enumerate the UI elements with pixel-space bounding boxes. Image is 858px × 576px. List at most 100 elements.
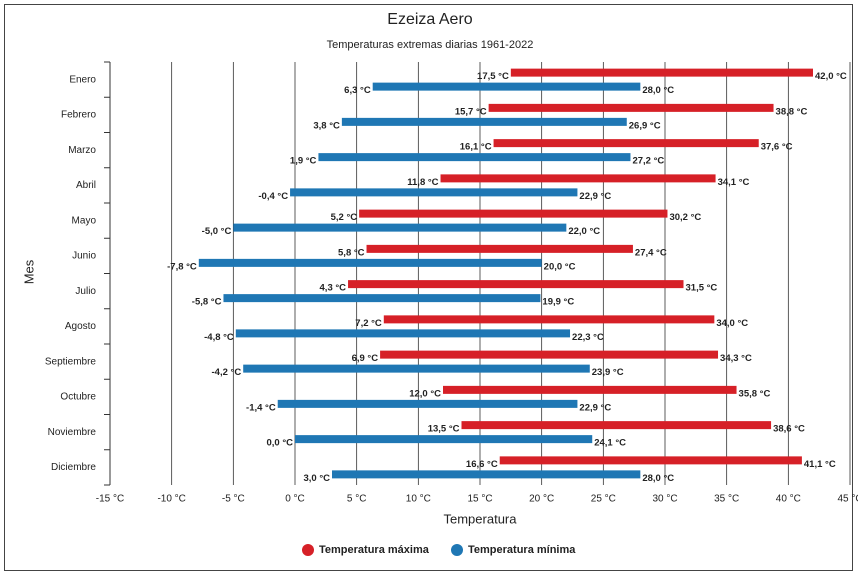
value-label: 3,8 °C bbox=[313, 120, 340, 131]
bar bbox=[443, 385, 737, 394]
value-label: 6,3 °C bbox=[344, 85, 371, 96]
value-label: 34,0 °C bbox=[716, 318, 748, 329]
value-label: -4,2 °C bbox=[212, 367, 242, 378]
y-tick-label: Enero bbox=[69, 74, 96, 85]
legend-marker bbox=[451, 544, 463, 556]
value-label: -5,8 °C bbox=[192, 297, 222, 308]
bar bbox=[243, 364, 590, 373]
y-tick-label: Octubre bbox=[60, 392, 96, 403]
bar bbox=[493, 139, 759, 148]
value-label: 12,0 °C bbox=[409, 388, 441, 399]
y-axis-label: Mes bbox=[21, 259, 36, 284]
value-label: 3,0 °C bbox=[303, 473, 330, 484]
x-tick-label: -5 °C bbox=[222, 494, 245, 505]
value-label: 27,4 °C bbox=[635, 247, 667, 258]
value-label: 5,8 °C bbox=[338, 247, 365, 258]
x-tick-label: 20 °C bbox=[529, 494, 554, 505]
bar bbox=[359, 209, 668, 218]
value-label: 30,2 °C bbox=[669, 212, 701, 223]
value-label: 0,0 °C bbox=[266, 438, 293, 449]
bar bbox=[295, 435, 593, 444]
value-label: -5,0 °C bbox=[202, 226, 232, 237]
y-tick-label: Junio bbox=[72, 251, 96, 262]
value-label: -7,8 °C bbox=[167, 261, 197, 272]
value-label: 23,9 °C bbox=[592, 367, 624, 378]
bar bbox=[332, 470, 641, 479]
bar bbox=[488, 103, 774, 112]
value-label: 26,9 °C bbox=[629, 120, 661, 131]
bar bbox=[366, 244, 633, 253]
chart-title: Ezeiza Aero bbox=[387, 11, 472, 28]
value-label: 34,3 °C bbox=[720, 353, 752, 364]
value-label: -4,8 °C bbox=[204, 332, 234, 343]
bar bbox=[440, 174, 716, 183]
bar bbox=[499, 456, 802, 465]
value-label: 38,6 °C bbox=[773, 424, 805, 435]
value-label: 28,0 °C bbox=[642, 85, 674, 96]
legend-label: Temperatura mínima bbox=[468, 544, 576, 556]
bar bbox=[380, 350, 719, 359]
bar bbox=[461, 421, 772, 430]
value-label: 7,2 °C bbox=[355, 318, 382, 329]
x-tick-label: 40 °C bbox=[776, 494, 801, 505]
x-tick-label: -15 °C bbox=[96, 494, 124, 505]
value-label: 4,3 °C bbox=[320, 283, 347, 294]
bar bbox=[510, 68, 813, 77]
bar bbox=[233, 223, 567, 232]
value-label: 16,6 °C bbox=[466, 459, 498, 470]
x-tick-label: 10 °C bbox=[406, 494, 431, 505]
bar bbox=[341, 117, 627, 126]
y-tick-label: Agosto bbox=[65, 321, 97, 332]
value-label: 6,9 °C bbox=[352, 353, 379, 364]
value-label: 17,5 °C bbox=[477, 71, 509, 82]
y-tick-label: Julio bbox=[75, 286, 96, 297]
value-label: 35,8 °C bbox=[739, 388, 771, 399]
value-label: 37,6 °C bbox=[761, 142, 793, 153]
x-tick-label: -10 °C bbox=[157, 494, 185, 505]
value-label: 42,0 °C bbox=[815, 71, 847, 82]
x-tick-label: 35 °C bbox=[714, 494, 739, 505]
x-tick-label: 45 °C bbox=[837, 494, 858, 505]
bar bbox=[383, 315, 715, 324]
value-label: -1,4 °C bbox=[246, 402, 276, 413]
bar bbox=[198, 258, 542, 267]
value-label: 11,8 °C bbox=[407, 177, 438, 188]
legend-marker bbox=[302, 544, 314, 556]
value-label: 41,1 °C bbox=[804, 459, 836, 470]
value-label: 16,1 °C bbox=[460, 142, 492, 153]
value-label: 34,1 °C bbox=[718, 177, 750, 188]
frame bbox=[4, 4, 853, 571]
y-tick-label: Diciembre bbox=[51, 462, 96, 473]
x-tick-label: 5 °C bbox=[347, 494, 367, 505]
bar bbox=[348, 280, 684, 289]
value-label: 1,9 °C bbox=[290, 156, 317, 167]
bar bbox=[290, 188, 578, 197]
value-label: 31,5 °C bbox=[686, 283, 718, 294]
value-label: 22,0 °C bbox=[568, 226, 600, 237]
value-label: 20,0 °C bbox=[544, 261, 576, 272]
value-label: 5,2 °C bbox=[331, 212, 358, 223]
value-label: 38,8 °C bbox=[776, 106, 808, 117]
legend-label: Temperatura máxima bbox=[319, 544, 430, 556]
bar bbox=[235, 329, 571, 338]
y-tick-label: Noviembre bbox=[48, 427, 97, 438]
y-tick-label: Febrero bbox=[61, 110, 96, 121]
value-label: -0,4 °C bbox=[258, 191, 288, 202]
x-tick-label: 0 °C bbox=[285, 494, 305, 505]
y-tick-label: Abril bbox=[76, 180, 96, 191]
bar bbox=[372, 82, 641, 91]
value-label: 28,0 °C bbox=[642, 473, 674, 484]
value-label: 22,9 °C bbox=[579, 402, 611, 413]
bar bbox=[223, 294, 541, 303]
bar bbox=[277, 399, 578, 408]
y-tick-label: Marzo bbox=[68, 145, 96, 156]
x-tick-label: 25 °C bbox=[591, 494, 616, 505]
value-label: 19,9 °C bbox=[542, 297, 574, 308]
value-label: 13,5 °C bbox=[428, 424, 460, 435]
x-tick-label: 30 °C bbox=[652, 494, 677, 505]
value-label: 15,7 °C bbox=[455, 106, 487, 117]
y-tick-label: Mayo bbox=[72, 215, 97, 226]
x-axis-label: Temperatura bbox=[444, 511, 518, 526]
value-label: 24,1 °C bbox=[594, 438, 626, 449]
